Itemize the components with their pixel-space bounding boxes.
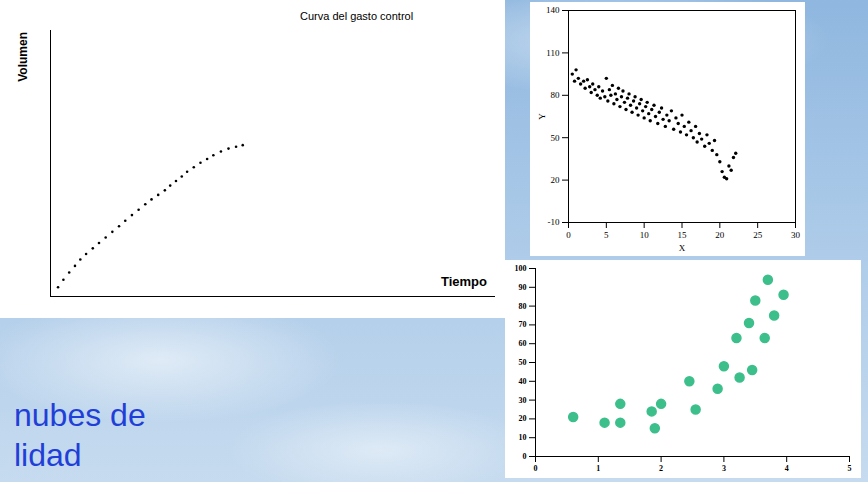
svg-text:50: 50 bbox=[551, 133, 561, 143]
svg-text:80: 80 bbox=[551, 90, 561, 100]
svg-text:4: 4 bbox=[785, 464, 789, 473]
svg-text:30: 30 bbox=[791, 230, 801, 240]
svg-text:80: 80 bbox=[519, 302, 527, 311]
html-text:Curva del gasto control: Curva del gasto control bbox=[300, 10, 414, 22]
svg-text:2: 2 bbox=[659, 464, 663, 473]
svg-text:140: 140 bbox=[546, 5, 560, 15]
svg-text:70: 70 bbox=[519, 320, 527, 329]
svg-text:25: 25 bbox=[753, 230, 763, 240]
svg-text:0: 0 bbox=[523, 452, 527, 461]
svg-text:20: 20 bbox=[715, 230, 725, 240]
html-text:lidad: lidad bbox=[14, 437, 82, 473]
svg-text:30: 30 bbox=[519, 396, 527, 405]
svg-text:20: 20 bbox=[551, 175, 561, 185]
svg-text:10: 10 bbox=[519, 433, 527, 442]
svg-text:5: 5 bbox=[848, 464, 852, 473]
html-text:Volumen: Volumen bbox=[16, 32, 30, 82]
svg-text:3: 3 bbox=[722, 464, 726, 473]
svg-text:Y: Y bbox=[537, 113, 547, 120]
svg-text:50: 50 bbox=[519, 358, 527, 367]
svg-text:110: 110 bbox=[546, 48, 560, 58]
svg-text:-10: -10 bbox=[548, 217, 560, 227]
html-text:Tiempo: Tiempo bbox=[441, 274, 487, 289]
svg-text:1: 1 bbox=[596, 464, 600, 473]
svg-text:90: 90 bbox=[519, 283, 527, 292]
svg-text:10: 10 bbox=[640, 230, 650, 240]
svg-text:X: X bbox=[679, 243, 686, 253]
svg-text:60: 60 bbox=[519, 339, 527, 348]
html-text:nubes de: nubes de bbox=[14, 397, 146, 433]
svg-text:20: 20 bbox=[519, 414, 527, 423]
svg-text:0: 0 bbox=[566, 230, 571, 240]
svg-text:100: 100 bbox=[515, 264, 527, 273]
svg-text:40: 40 bbox=[519, 377, 527, 386]
svg-text:5: 5 bbox=[604, 230, 609, 240]
svg-text:15: 15 bbox=[678, 230, 688, 240]
svg-text:0: 0 bbox=[534, 464, 538, 473]
